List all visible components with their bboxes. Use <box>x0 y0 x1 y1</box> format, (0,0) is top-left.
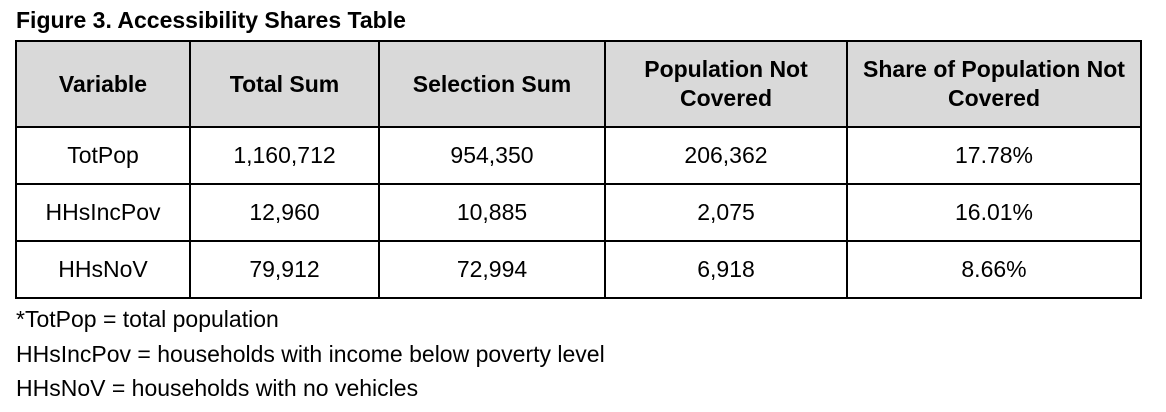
table-row: HHsIncPov 12,960 10,885 2,075 16.01% <box>15 183 1142 242</box>
cell-share-not-covered: 8.66% <box>846 240 1142 299</box>
cell-variable: TotPop <box>15 126 191 185</box>
cell-total-sum: 79,912 <box>189 240 380 299</box>
footnote-totpop: *TotPop = total population <box>16 306 279 332</box>
cell-variable: HHsNoV <box>15 240 191 299</box>
table-row: HHsNoV 79,912 72,994 6,918 8.66% <box>15 240 1142 299</box>
header-selection-sum: Selection Sum <box>378 40 606 128</box>
header-total-sum: Total Sum <box>189 40 380 128</box>
header-variable: Variable <box>15 40 191 128</box>
cell-share-not-covered: 16.01% <box>846 183 1142 242</box>
footnote-hhsnov: HHsNoV = households with no vehicles <box>16 375 419 401</box>
cell-population-not-covered: 6,918 <box>604 240 848 299</box>
header-population-not-covered: Population Not Covered <box>604 40 848 128</box>
cell-selection-sum: 954,350 <box>378 126 606 185</box>
cell-variable: HHsIncPov <box>15 183 191 242</box>
cell-selection-sum: 10,885 <box>378 183 606 242</box>
footnote-hhsincpov: HHsIncPov = households with income below… <box>16 340 605 367</box>
cell-total-sum: 1,160,712 <box>189 126 380 185</box>
cell-total-sum: 12,960 <box>189 183 380 242</box>
figure-title: Figure 3. Accessibility Shares Table <box>16 7 406 33</box>
cell-population-not-covered: 206,362 <box>604 126 848 185</box>
cell-share-not-covered: 17.78% <box>846 126 1142 185</box>
table-header-row: Variable Total Sum Selection Sum Populat… <box>15 40 1142 128</box>
table-row: TotPop 1,160,712 954,350 206,362 17.78% <box>15 126 1142 185</box>
table-footnotes: *TotPop = total population HHsIncPov = h… <box>16 302 605 406</box>
cell-selection-sum: 72,994 <box>378 240 606 299</box>
cell-population-not-covered: 2,075 <box>604 183 848 242</box>
accessibility-shares-table: Variable Total Sum Selection Sum Populat… <box>15 40 1142 299</box>
header-share-not-covered: Share of Population Not Covered <box>846 40 1142 128</box>
